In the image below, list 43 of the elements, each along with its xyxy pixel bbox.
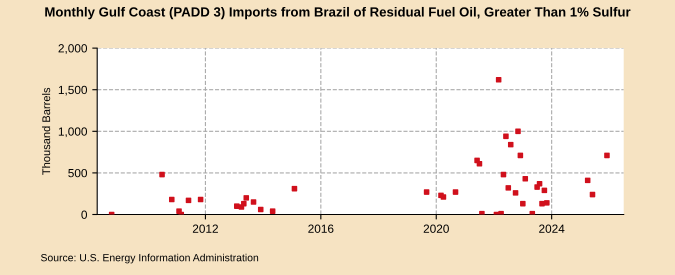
y-tick-label: 500 — [68, 168, 88, 178]
point — [452, 189, 458, 195]
point — [536, 180, 542, 186]
point — [539, 200, 545, 206]
point — [198, 196, 204, 202]
point — [584, 178, 590, 184]
point — [186, 198, 192, 204]
point — [544, 200, 550, 206]
x-tick-label: 2020 — [424, 224, 449, 233]
chart-title: Monthly Gulf Coast (PADD 3) Imports from Brazil of Residual Fuel Oil, Greater Than 1% Sulfur — [45, 6, 630, 20]
point — [590, 192, 596, 198]
point — [241, 200, 247, 206]
point — [440, 194, 446, 200]
point — [250, 199, 256, 205]
point — [506, 185, 512, 191]
y-tick-label: 2,000 — [58, 44, 88, 54]
y-axis-title: Thousand Barrels — [42, 88, 50, 175]
point — [496, 76, 502, 83]
point — [520, 200, 526, 206]
point — [512, 190, 518, 196]
y-tick-label: 1,500 — [58, 86, 88, 96]
point — [476, 160, 482, 167]
point — [500, 172, 506, 178]
point — [292, 186, 298, 192]
x-tick-label: 2016 — [308, 224, 334, 233]
point — [515, 128, 521, 134]
source-note: Source: U.S. Energy Information Administration — [40, 254, 258, 264]
x-tick-label: 2012 — [192, 224, 218, 233]
x-tick-label: 2024 — [539, 224, 564, 233]
point — [424, 189, 430, 195]
point — [518, 152, 524, 158]
point — [508, 142, 514, 148]
point — [243, 195, 250, 201]
y-tick-label: 1,000 — [58, 127, 88, 138]
point — [604, 152, 610, 158]
point — [503, 134, 509, 140]
y-tick-label: 0 — [81, 210, 88, 219]
point — [168, 196, 175, 202]
point — [159, 172, 165, 178]
point — [542, 188, 548, 194]
point — [258, 206, 264, 212]
point — [522, 176, 528, 182]
point — [270, 208, 276, 214]
